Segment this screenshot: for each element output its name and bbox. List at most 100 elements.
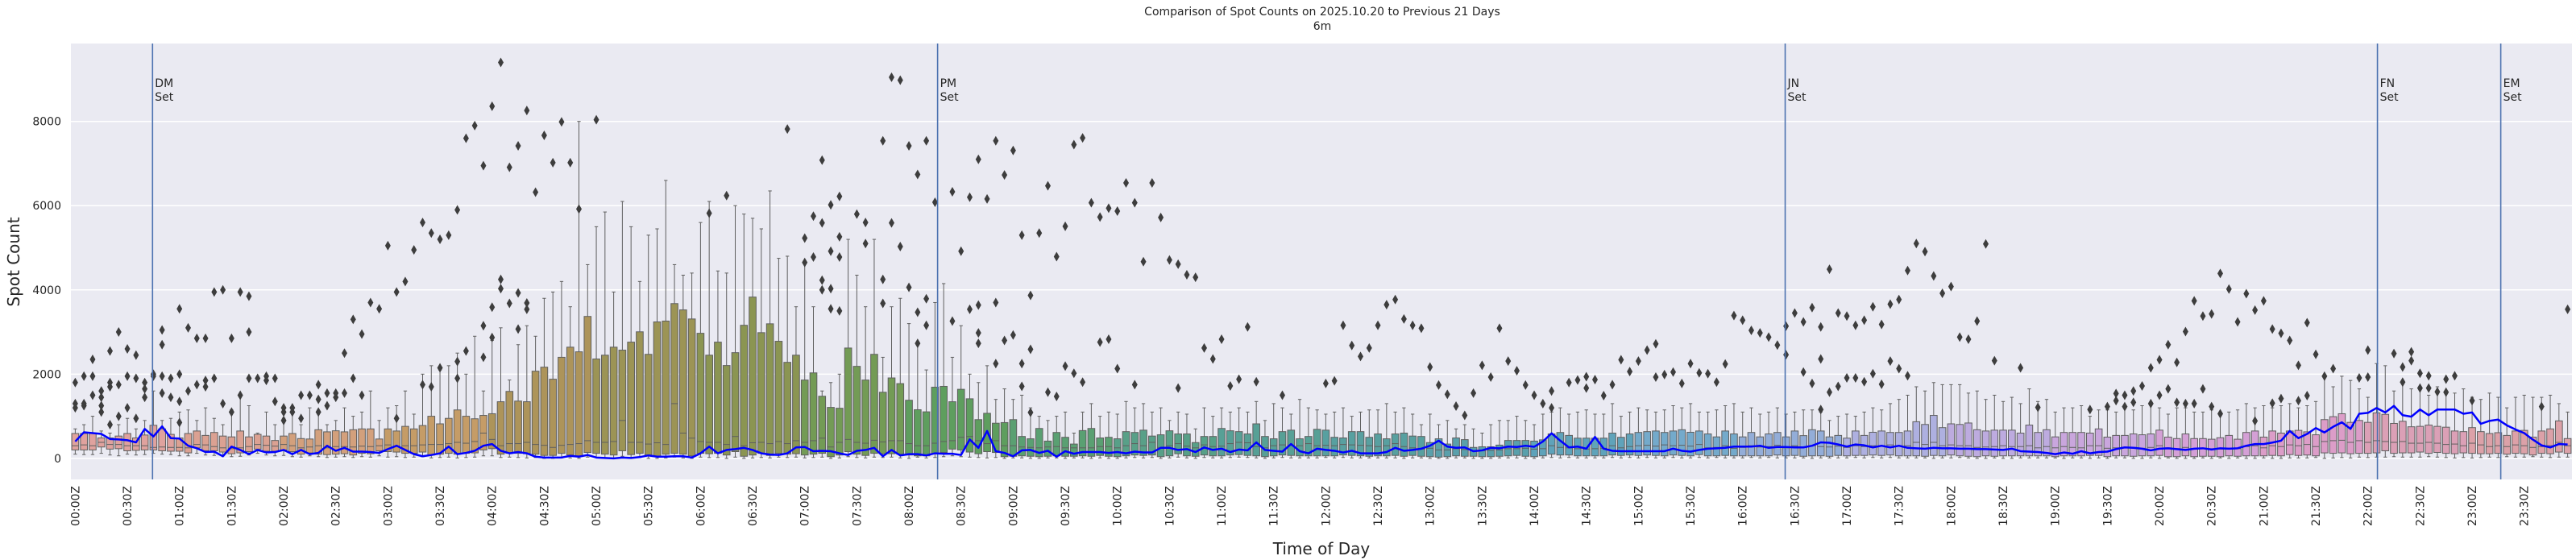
box-iqr [201,434,209,451]
box [836,373,844,458]
box [375,420,384,457]
box-iqr [2416,425,2425,453]
box-iqr [914,409,922,457]
outlier-point [1800,367,1807,377]
outlier-point [1383,300,1390,310]
outlier-point [2321,371,2328,381]
box [158,420,166,455]
outlier-point [2434,387,2441,397]
set-marker-label: DM Set [155,77,174,104]
box-iqr [2112,434,2120,457]
box [1305,407,1313,458]
outlier-point [949,186,956,197]
outlier-point [489,101,496,111]
box-iqr [158,428,166,451]
outlier-point [255,373,261,384]
box-iqr [140,434,149,450]
box-iqr [887,377,896,454]
box-iqr [1539,439,1547,457]
box [1330,411,1338,458]
outlier-point [498,284,504,294]
box-iqr [1052,432,1061,457]
box [1078,411,1087,458]
outlier-point [1896,294,1902,305]
outlier-point [2296,396,2301,406]
outlier-point [1644,345,1650,355]
box-iqr [2399,421,2407,454]
outlier-point [1045,180,1051,191]
box [922,369,931,458]
outlier-point [2165,384,2172,394]
outlier-point [1358,351,1363,362]
box-iqr [1852,430,1860,456]
x-tick-label: 10:30Z [1164,486,1176,526]
outlier-point [2365,371,2371,382]
box [1252,400,1260,458]
box-iqr [340,431,349,454]
box-iqr [401,425,409,454]
box-iqr [1217,428,1226,457]
box-iqr [992,422,1000,454]
outlier-point [1852,373,1859,384]
outlier-point [159,371,165,381]
outlier-point [89,355,96,365]
box-iqr [453,409,462,455]
outlier-point [2225,284,2232,294]
outlier-point [176,396,183,407]
outlier-point [1375,320,1381,330]
outlier-point [1566,377,1572,388]
outlier-point [1105,334,1112,344]
box [2112,411,2120,458]
outlier-point [193,380,200,390]
outlier-point [124,343,131,354]
outlier-point [802,257,808,268]
box-iqr [1443,443,1452,458]
outlier-point [1583,383,1590,393]
box-iqr [297,438,305,455]
outlier-point [237,287,243,297]
box-iqr [2546,428,2554,454]
box [1105,411,1113,459]
box-iqr [948,401,956,450]
box-iqr [349,429,358,456]
box [1938,384,1947,458]
box [2477,399,2485,458]
box [618,201,627,457]
box [2043,399,2051,458]
x-tick-label: 02:30Z [330,486,343,526]
box-iqr [809,372,818,455]
outlier-point [1757,328,1763,338]
outlier-point [1175,259,1181,269]
box [1087,403,1096,459]
box-iqr [1018,436,1026,457]
box [1747,407,1756,458]
outlier-point [437,363,443,373]
outlier-point [1922,247,1928,257]
outlier-point [1939,288,1946,298]
box-iqr [1990,429,1999,457]
box [2355,388,2363,458]
box [1217,407,1226,458]
box [1964,392,1972,458]
outlier-point [2182,398,2188,409]
box-iqr [331,430,340,455]
x-tick-label: 20:00Z [2154,486,2167,526]
x-tick-label: 22:30Z [2414,486,2427,526]
box [2294,407,2303,458]
box-iqr [2520,429,2528,454]
outlier-point [889,72,894,82]
outlier-point [2087,404,2093,415]
outlier-point [967,192,973,202]
outlier-point [2122,401,2128,412]
box [1434,424,1443,459]
box-iqr [2094,428,2103,456]
box [1339,407,1347,458]
box [1972,390,1981,459]
outlier-point [2130,386,2137,396]
outlier-point [2452,371,2458,381]
outlier-point [142,377,148,388]
box [2068,407,2077,458]
box-iqr [2129,433,2138,457]
box-iqr [836,408,844,456]
box-iqr [2225,434,2234,457]
